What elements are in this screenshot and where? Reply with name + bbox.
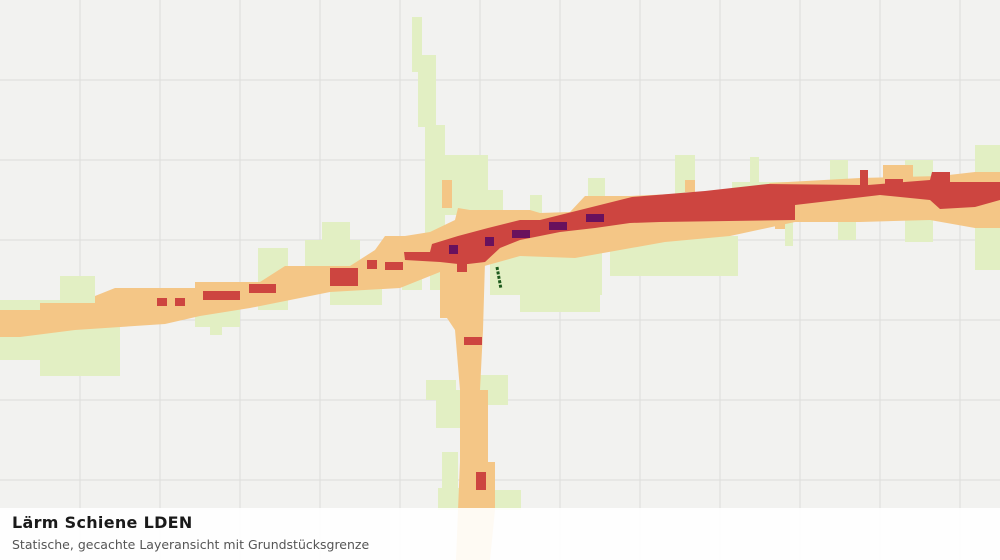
- noise-area: [442, 180, 452, 208]
- noise-zone-low: [0, 17, 1000, 510]
- noise-area: [60, 276, 95, 306]
- noise-area: [449, 245, 458, 254]
- layer-subtitle: Statische, gecachte Layeransicht mit Gru…: [12, 537, 370, 552]
- noise-area: [412, 17, 422, 72]
- info-panel: Lärm Schiene LDEN Statische, gecachte La…: [0, 508, 1000, 560]
- noise-area: [210, 320, 222, 335]
- noise-area: [750, 157, 759, 187]
- noise-band: [404, 170, 1000, 264]
- noise-area: [838, 220, 856, 240]
- noise-zone-very-high: [449, 214, 604, 254]
- noise-area: [586, 214, 604, 222]
- noise-area: [685, 180, 695, 192]
- noise-area: [203, 291, 240, 300]
- parcel-boundary: [495, 266, 503, 290]
- noise-area: [40, 330, 120, 376]
- noise-area: [367, 260, 377, 269]
- noise-area: [385, 262, 403, 270]
- noise-area: [549, 222, 567, 230]
- noise-area: [457, 262, 467, 272]
- noise-area: [485, 237, 494, 246]
- noise-area: [442, 452, 458, 497]
- noise-area: [330, 288, 382, 305]
- noise-area: [322, 222, 350, 242]
- noise-area: [530, 195, 542, 213]
- noise-area: [445, 155, 488, 195]
- noise-zone-high: [157, 170, 1000, 490]
- noise-area: [249, 284, 276, 293]
- noise-area: [785, 216, 793, 246]
- noise-area: [157, 298, 167, 306]
- noise-area: [305, 240, 360, 270]
- noise-area: [464, 337, 482, 345]
- noise-area: [418, 55, 436, 127]
- layer-title: Lärm Schiene LDEN: [12, 513, 193, 532]
- noise-area: [476, 472, 486, 490]
- noise-area: [775, 215, 785, 229]
- noise-area: [438, 488, 463, 510]
- noise-area: [512, 230, 530, 238]
- noise-area: [175, 298, 185, 306]
- noise-area: [493, 490, 521, 510]
- noise-area: [330, 268, 358, 286]
- noise-area: [436, 390, 461, 428]
- noise-area: [885, 179, 903, 188]
